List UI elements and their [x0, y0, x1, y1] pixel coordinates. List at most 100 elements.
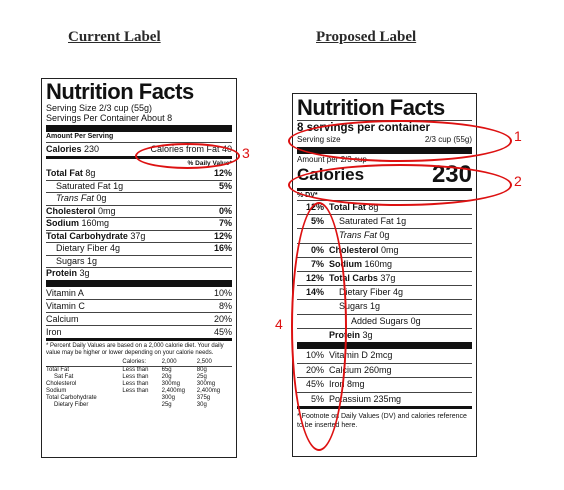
current-footer-header-cell: Calories: — [122, 358, 147, 365]
current-footer-cell: 2,400mg — [196, 387, 221, 394]
current-nutrient-row: Dietary Fiber 4g 16% — [46, 242, 232, 255]
current-calories-label: Calories — [46, 144, 82, 154]
current-label-heading: Current Label — [68, 29, 161, 45]
current-nutrient-row: Total Fat 8g 12% — [46, 168, 232, 180]
current-nutrient-amount: 3g — [79, 268, 90, 278]
current-nutrient-name: Saturated Fat — [56, 180, 111, 191]
current-vitamin-dv: 10% — [213, 287, 232, 298]
current-nutrient-name: Total Carbohydrate — [46, 230, 128, 241]
current-nutrient-name-group: Saturated Fat 1g — [46, 181, 123, 193]
current-title: Nutrition Facts — [46, 79, 194, 104]
current-nutrient-name-group: Cholesterol 0mg — [46, 206, 116, 218]
proposed-nutrient-name: Dietary Fiber — [339, 287, 391, 298]
current-nutrient-name-group: Dietary Fiber 4g — [46, 243, 120, 255]
current-vitamin-name: Iron — [46, 326, 62, 337]
proposed-nutrient-name-group: Dietary Fiber 4g — [329, 286, 403, 299]
current-nutrient-dv: 12% — [213, 230, 232, 241]
proposed-nutrient-name-group: Sodium 160mg — [329, 258, 392, 271]
proposed-nutrient-amount: 3g — [362, 329, 373, 340]
current-nutrient-row: Trans Fat 0g — [46, 192, 232, 205]
current-footer-cell: 20g — [161, 373, 172, 380]
proposed-nutrient-name-group: Total Fat 8g — [329, 201, 378, 214]
current-nutrient-row: Total Carbohydrate 37g 12% — [46, 229, 232, 243]
current-footer-header-cell — [46, 359, 122, 367]
proposed-vitamin-amount: 235mg — [373, 393, 402, 404]
current-vitamin-row: Vitamin A 10% — [46, 287, 232, 299]
callout-1-ellipse — [288, 120, 512, 162]
current-nutrient-name-group: Protein 3g — [46, 268, 90, 280]
proposed-nutrient-name-group: Trans Fat 0g — [329, 229, 389, 242]
proposed-nutrient-amount: 4g — [393, 287, 404, 298]
current-serving-size: Serving Size 2/3 cup (55g) — [46, 103, 153, 113]
current-footer-cell: Cholesterol — [46, 380, 77, 387]
proposed-nutrient-amount: 1g — [370, 301, 381, 312]
current-footer-row: Total Fat Less than 65g 80g — [46, 366, 232, 374]
callout-2-ellipse — [288, 164, 512, 206]
proposed-nutrient-name: Total Fat — [329, 202, 366, 212]
proposed-nutrient-row: Added Sugars 0g — [297, 313, 472, 328]
current-footer-cell: 30g — [196, 401, 207, 408]
current-nutrient-name: Protein — [46, 268, 78, 278]
proposed-nutrient-amount: 160mg — [364, 258, 393, 269]
current-footer-cell: Less than — [122, 380, 149, 387]
proposed-vitamin-name: Potassium — [329, 393, 372, 404]
current-footer-cell: Less than — [122, 373, 149, 380]
current-vitamin-dv: 45% — [213, 326, 232, 337]
current-nutrient-name-group: Sugars 1g — [46, 256, 97, 268]
current-nutrient-row: Saturated Fat 1g 5% — [46, 179, 232, 193]
proposed-nutrient-amount: 0mg — [381, 244, 399, 255]
current-nutrient-row: Sodium 160mg 7% — [46, 217, 232, 230]
proposed-vitamin-amount: 260mg — [364, 364, 392, 375]
proposed-nutrient-name: Sugars — [339, 301, 368, 312]
current-footer-cell: 25g — [161, 401, 172, 408]
proposed-nutrient-amount: 37g — [380, 273, 396, 284]
proposed-nutrient-name-group: Sugars 1g — [329, 300, 380, 313]
current-nutrient-list: Total Fat 8g 12% Saturated Fat 1g 5% Trans F… — [46, 168, 232, 280]
current-nutrient-amount: 8g — [85, 168, 96, 178]
current-footer-cell: Total Carbohydrate — [46, 394, 97, 401]
current-footer-row: Sat Fat Less than 20g 25g — [46, 374, 232, 381]
current-footer-cell: 2,400mg — [161, 387, 185, 394]
current-servings-per-container: Servings Per Container About 8 — [46, 113, 173, 123]
current-nutrient-dv: 5% — [218, 180, 232, 191]
proposed-label-heading: Proposed Label — [316, 29, 417, 45]
current-vitamin-name: Vitamin A — [46, 287, 84, 298]
current-footer-cell: Total Fat — [46, 366, 70, 373]
current-nutrient-amount: 4g — [110, 243, 121, 253]
current-footer-cell: 65g — [161, 366, 172, 373]
current-nutrition-label: Nutrition Facts Serving Size 2/3 cup (55… — [41, 78, 237, 458]
proposed-nutrient-amount: 1g — [396, 216, 407, 227]
proposed-nutrient-name-group: Total Carbs 37g — [329, 272, 395, 285]
proposed-amount-per: Amount per 2/3 cup — [297, 155, 367, 164]
current-footer-header-cell: 2,000 — [161, 358, 177, 365]
proposed-vitamin-amount: 8mg — [347, 379, 365, 390]
current-nutrient-name-group: Total Carbohydrate 37g — [46, 231, 145, 243]
current-footer-table: Calories: 2,000 2,500 Total Fat Less than 65g… — [46, 359, 232, 409]
current-nutrient-row: Cholesterol 0mg 0% — [46, 204, 232, 218]
current-vitamin-list: Vitamin A 10% Vitamin C 8% Calcium 20% Iron 45% — [46, 287, 232, 338]
current-footer-cell: 375g — [196, 394, 211, 401]
proposed-vitamin-amount: 2mcg — [370, 350, 393, 361]
current-vitamin-dv: 8% — [218, 300, 232, 311]
current-footer-cell: 300mg — [196, 380, 216, 387]
current-nutrient-amount: 0mg — [98, 205, 116, 216]
current-nutrient-amount: 1g — [87, 255, 98, 266]
current-footnote: * Percent Daily Values are based on a 2,… — [46, 342, 224, 356]
proposed-nutrient-name: Trans Fat — [339, 230, 377, 241]
proposed-nutrient-name: Cholesterol — [329, 244, 379, 255]
current-footer-cell — [122, 402, 161, 409]
current-nutrient-dv: 0% — [218, 205, 232, 216]
current-footer-row: Total Carbohydrate 300g 375g — [46, 395, 232, 402]
current-footer-cell: Sat Fat — [54, 373, 74, 380]
current-nutrient-name-group: Sodium 160mg — [46, 218, 109, 230]
current-nutrient-amount: 0g — [96, 193, 107, 203]
current-nutrient-dv: 12% — [213, 168, 232, 178]
current-footer-cell: 300mg — [161, 380, 180, 387]
proposed-nutrient-name-group: Cholesterol 0mg — [329, 244, 399, 257]
current-footer-cell: 300g — [161, 394, 175, 401]
proposed-nutrient-name: Added Sugars — [351, 315, 409, 326]
current-nutrient-amount: 160mg — [81, 218, 110, 228]
current-vitamin-row: Calcium 20% — [46, 311, 232, 325]
current-vitamin-name: Vitamin C — [46, 300, 85, 311]
current-amount-per-serving: Amount Per Serving — [46, 133, 114, 140]
